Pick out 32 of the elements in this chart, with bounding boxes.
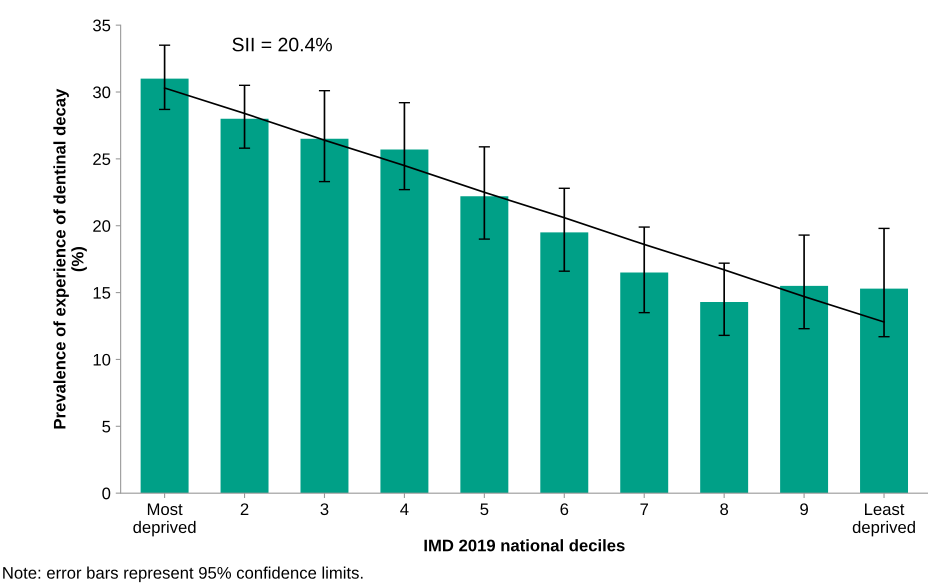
x-tick-label: 4 xyxy=(400,503,409,515)
x-tick-label: 8 xyxy=(720,503,728,516)
bar xyxy=(780,286,828,494)
x-tick-label: 2 xyxy=(240,503,248,515)
x-tick-label: 9 xyxy=(800,503,808,516)
y-axis-title: Prevalence of experience of dentinal decay (%) xyxy=(53,88,87,428)
bar xyxy=(140,78,189,494)
x-tick-label: Least deprived xyxy=(852,503,915,536)
y-tick-label: 20 xyxy=(93,220,110,232)
y-tick-label: 35 xyxy=(93,20,110,32)
y-tick-label: 30 xyxy=(93,86,110,98)
bar xyxy=(860,288,908,494)
x-tick-label: 3 xyxy=(320,503,328,516)
bar xyxy=(620,272,668,494)
x-axis-title: IMD 2019 national deciles xyxy=(424,539,625,552)
y-tick-label: 10 xyxy=(94,354,110,366)
y-tick-label: 0 xyxy=(102,488,110,500)
bar xyxy=(380,150,428,494)
bar xyxy=(300,138,348,494)
annotation: SII = 20.4% xyxy=(232,38,332,52)
y-tick-label: 25 xyxy=(93,153,110,166)
x-tick-label: Most deprived xyxy=(133,503,196,536)
bar xyxy=(700,302,748,494)
x-tick-label: 5 xyxy=(480,503,488,516)
bar xyxy=(460,196,508,494)
y-tick-label: 5 xyxy=(102,420,110,432)
x-tick-label: 7 xyxy=(640,503,648,515)
bar xyxy=(540,232,588,494)
bar xyxy=(220,118,269,494)
x-tick-label: 6 xyxy=(560,503,568,516)
text: Note: error bars represent 95% confidence limits. xyxy=(3,566,363,582)
y-tick-label: 15 xyxy=(94,287,110,299)
